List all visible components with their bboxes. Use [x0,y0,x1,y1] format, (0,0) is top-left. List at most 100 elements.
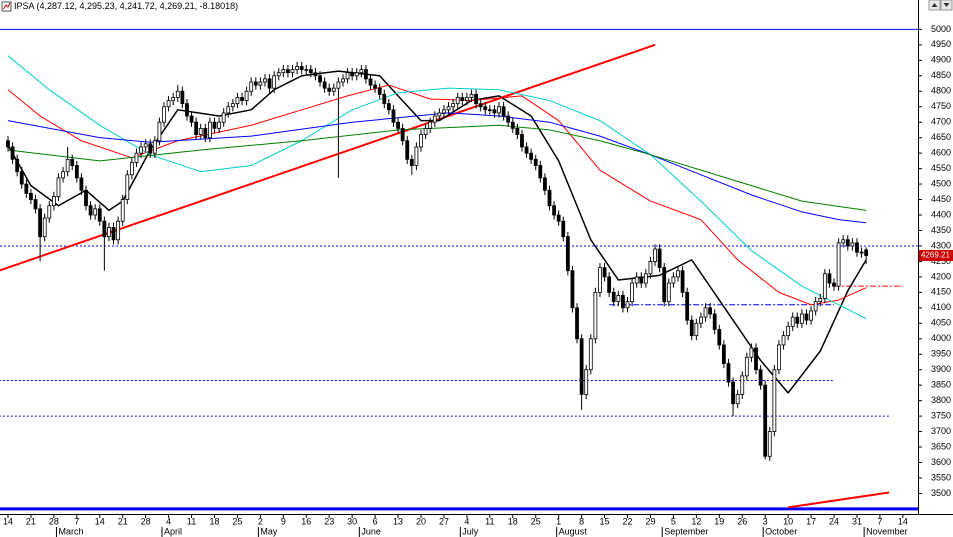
candle-body [295,66,299,71]
candle-body [832,282,836,287]
candle-body [364,69,368,80]
x-tick-label: 18 [508,516,518,526]
x-tick-label: 11 [485,516,494,526]
x-tick-label: 28 [49,516,59,526]
candle-body [423,127,428,135]
candle-body [699,316,703,324]
candle-body [198,127,203,135]
candle-body [749,347,754,358]
candle-body [790,316,795,327]
candle-body [666,282,671,303]
candle-body [634,276,639,284]
candle-body [772,369,777,432]
candle-body [809,310,813,321]
y-tick-label: 4500 [931,178,951,188]
y-tick-label: 5000 [931,24,951,34]
candle-body [799,313,804,324]
candle-body [322,81,327,89]
candle-body [38,208,43,238]
x-tick-label: 5 [671,516,676,526]
x-tick-label: 9 [281,516,286,526]
x-tick-label: 3 [763,516,768,526]
last-price-label: 4269.21 [921,251,950,260]
candle-body [88,205,93,216]
candle-body [598,267,602,293]
x-tick-label: 21 [118,516,128,526]
plot-area [0,28,918,511]
candle-body [235,97,240,105]
candle-body [735,394,740,405]
candle-body [79,177,84,191]
y-tick-label: 4750 [931,101,951,111]
y-tick-label: 4350 [931,225,951,235]
candle-body [359,69,364,74]
x-tick-label: 14 [898,516,908,526]
x-tick-label: 20 [416,516,426,526]
x-tick-label: 18 [209,516,219,526]
month-label: September [664,526,708,536]
y-tick-label: 4300 [931,240,951,250]
y-tick-label: 4050 [931,318,951,328]
candle-body [703,307,708,318]
candle-body [575,307,579,340]
candle-body [515,127,520,135]
y-tick-label: 4800 [931,86,951,96]
x-tick-label: 22 [623,516,633,526]
candle-body [565,236,570,272]
candle-body [102,220,107,238]
y-tick-label: 4150 [931,287,951,297]
candle-body [643,273,648,284]
candle-body [607,276,612,293]
candle-body [162,106,166,123]
candle-body [29,192,33,200]
candle-body [483,106,488,111]
candle-body [226,106,231,114]
candle-body [602,267,607,278]
y-tick-label: 3650 [931,441,951,451]
x-tick-label: 15 [600,516,610,526]
candle-body [373,84,378,89]
candle-body [286,69,290,74]
candle-body [428,121,433,129]
y-tick-label: 3700 [931,426,951,436]
candle-body [331,87,336,92]
month-label: March [58,526,83,536]
candle-body [639,276,644,284]
y-tick-label: 3900 [931,364,951,374]
x-tick-label: 30 [347,516,357,526]
candle-body [354,72,359,77]
candle-body [125,174,130,200]
candle-body [648,261,653,275]
month-label: November [866,526,908,536]
y-tick-label: 4000 [931,333,951,343]
candle-body [382,93,387,105]
y-tick-label: 3950 [931,349,951,359]
candle-body [157,121,162,142]
x-tick-label: 11 [187,516,196,526]
candle-body [345,72,350,80]
candle-body [10,146,15,160]
candle-body [107,226,111,238]
candle-body [70,158,75,166]
y-tick-label: 3800 [931,395,951,405]
candle-body [552,205,556,216]
candle-body [818,298,823,303]
moving-average [7,124,867,211]
symbol-icon-glyph [3,2,11,10]
month-label: August [559,526,588,536]
candle-body [409,158,414,166]
candle-body [717,329,722,346]
candle-body [327,87,332,92]
scroll-up-arrow [931,3,938,7]
candle-body [474,93,478,105]
candle-body [111,226,116,241]
candle-body [822,273,827,299]
candle-body [584,369,589,395]
y-tick-label: 4700 [931,117,951,127]
y-tick-label: 3750 [931,410,951,420]
x-tick-label: 26 [737,516,747,526]
x-tick-label: 12 [691,516,701,526]
candle-body [721,344,726,364]
last-price-box [919,249,953,261]
